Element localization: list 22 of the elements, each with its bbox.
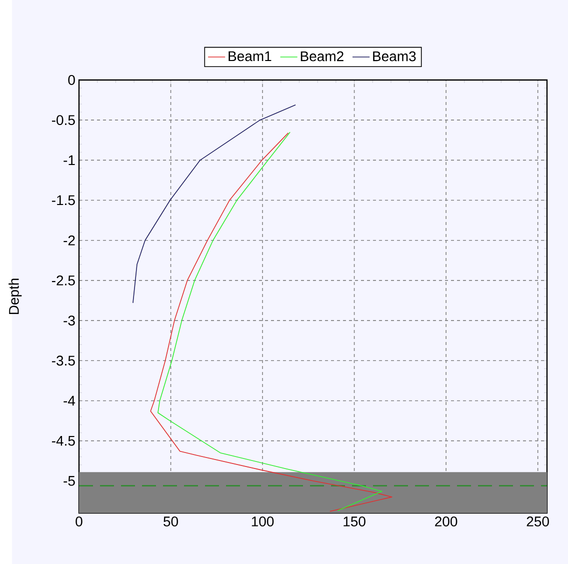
y-tick-label: -4 (64, 396, 76, 406)
y-tick-label: -1.5 (52, 195, 75, 206)
line-series (132, 104, 296, 304)
x-tick-label: 0 (76, 516, 82, 526)
y-tick-label: -5 (64, 476, 75, 486)
x-tick-label: 200 (435, 516, 458, 526)
x-tick-label: 250 (526, 516, 549, 526)
y-tick-label: -2 (64, 235, 75, 246)
y-tick-label: -3 (64, 316, 75, 326)
legend-label: Beam3 (373, 51, 416, 62)
y-axis-title: Depth (8, 278, 22, 314)
y-tick-label: -1 (64, 155, 75, 165)
legend-label: Beam2 (300, 51, 344, 62)
x-tick-label: 150 (344, 516, 366, 526)
y-tick-label: 0 (68, 75, 75, 85)
y-tick-label: -4.5 (52, 436, 75, 446)
y-tick-label: -0.5 (52, 115, 75, 126)
x-tick-label: 100 (252, 516, 274, 526)
x-tick-label: 50 (164, 516, 178, 526)
legend-label: Beam1 (228, 51, 272, 62)
y-tick-label: -2.5 (52, 275, 75, 286)
y-tick-label: -3.5 (52, 356, 75, 366)
